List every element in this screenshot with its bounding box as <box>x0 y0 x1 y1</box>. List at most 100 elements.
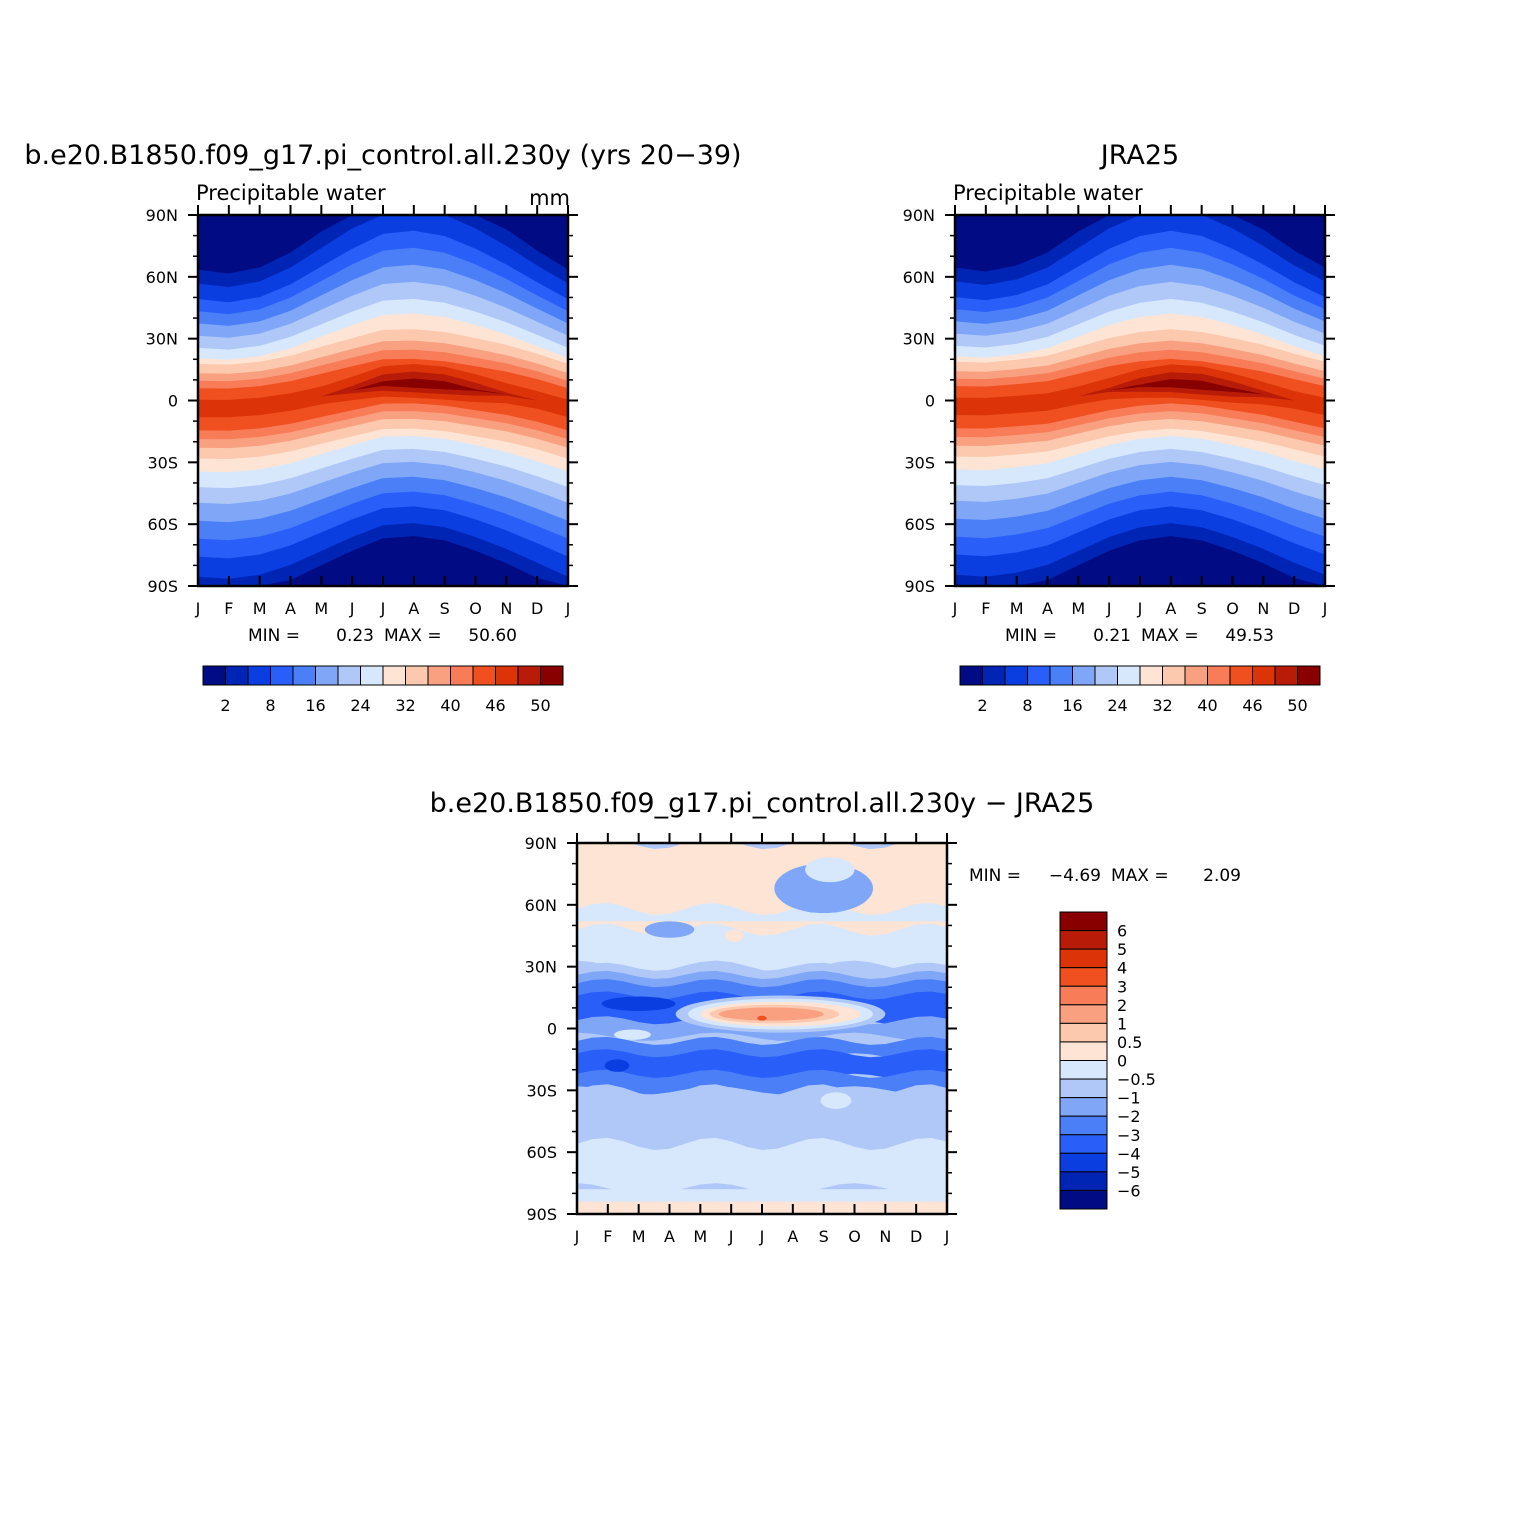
colorbar-label: −6 <box>1117 1181 1141 1200</box>
contour-blob <box>725 929 744 942</box>
contour-band <box>198 378 568 409</box>
contour-band <box>955 372 1325 407</box>
panel1-subtitle: Precipitable water <box>196 181 386 205</box>
y-tick-label: 0 <box>168 392 178 411</box>
x-tick-label: J <box>728 1227 734 1246</box>
panel2-title: JRA25 <box>1099 140 1179 171</box>
y-tick-label: 60N <box>146 268 178 287</box>
contour-blob <box>718 1007 824 1021</box>
x-tick-label: S <box>440 599 450 618</box>
contour-blob <box>757 1015 767 1021</box>
y-tick-label: 30N <box>903 330 935 349</box>
colorbar-box <box>1117 665 1141 686</box>
colorbar-box <box>1059 1171 1108 1191</box>
panel3-max-value: 2.09 <box>1203 866 1241 886</box>
colorbar-label: 4 <box>1117 959 1127 978</box>
colorbar-box <box>247 665 271 686</box>
colorbar-box <box>1059 1004 1108 1024</box>
colorbar-label: 24 <box>1107 696 1127 715</box>
x-tick-label: A <box>787 1227 798 1246</box>
colorbar-label: 2 <box>977 696 987 715</box>
y-tick-label: 60S <box>526 1143 557 1162</box>
colorbar-box <box>1162 665 1186 686</box>
colorbar-box <box>427 665 451 686</box>
y-tick-label: 90N <box>525 834 557 853</box>
y-tick-label: 30S <box>147 453 178 472</box>
colorbar-label: 2 <box>220 696 230 715</box>
x-tick-label: M <box>1071 599 1085 618</box>
x-tick-label: J <box>952 599 958 618</box>
colorbar-box <box>450 665 474 686</box>
y-tick-label: 90N <box>903 206 935 225</box>
contour-band <box>577 1084 947 1154</box>
x-tick-label: J <box>349 599 355 618</box>
colorbar-label: 46 <box>485 696 505 715</box>
contour-blob <box>876 1152 926 1177</box>
panel3-max-label: MAX = <box>1111 866 1169 886</box>
colorbar-box <box>337 665 361 686</box>
colorbar-box <box>1184 665 1208 686</box>
y-tick-label: 90S <box>147 577 178 596</box>
y-tick-label: 90S <box>526 1205 557 1224</box>
contour-band <box>577 1049 947 1082</box>
colorbar-box <box>1059 1078 1108 1099</box>
colorbar-box <box>1274 665 1298 686</box>
colorbar-label: 0 <box>1117 1052 1127 1071</box>
colorbar-box <box>405 665 429 686</box>
y-tick-label: 30S <box>904 453 935 472</box>
colorbar-label: 2 <box>1117 996 1127 1015</box>
y-tick-label: 90S <box>904 577 935 596</box>
colorbar-box <box>1059 1152 1108 1173</box>
colorbar-label: 46 <box>1242 696 1262 715</box>
colorbar-label: 16 <box>1062 696 1082 715</box>
panel1-max-label: MAX = <box>384 626 442 646</box>
x-tick-label: J <box>944 1227 950 1246</box>
panel3-title: b.e20.B1850.f09_g17.pi_control.all.230y … <box>430 788 1095 819</box>
colorbar-box <box>225 665 249 686</box>
panel2-max-label: MAX = <box>1141 626 1199 646</box>
x-tick-label: S <box>819 1227 829 1246</box>
panel2-min-value: 0.21 <box>1093 626 1131 646</box>
x-tick-label: F <box>981 599 990 618</box>
contour-blob <box>644 921 695 938</box>
y-tick-label: 0 <box>547 1020 557 1039</box>
x-tick-label: N <box>879 1227 891 1246</box>
y-tick-label: 60S <box>904 515 935 534</box>
contour-blob <box>805 857 855 883</box>
x-tick-label: D <box>910 1227 922 1246</box>
colorbar-box <box>1049 665 1073 686</box>
panel-difference: b.e20.B1850.f09_g17.pi_control.all.230y … <box>430 788 1241 1246</box>
panel-jra25: JRA25 Precipitable water J F M A M J J A S O N D J90… <box>903 140 1335 715</box>
x-tick-label: O <box>848 1227 861 1246</box>
x-tick-label: M <box>314 599 328 618</box>
colorbar-label: 8 <box>265 696 275 715</box>
colorbar-label: 40 <box>1197 696 1217 715</box>
x-tick-label: F <box>224 599 233 618</box>
colorbar-box <box>517 665 541 686</box>
x-tick-label: O <box>469 599 482 618</box>
x-tick-label: M <box>632 1227 646 1246</box>
x-tick-label: N <box>500 599 512 618</box>
colorbar-label: 50 <box>1287 696 1307 715</box>
contour-band <box>577 1069 947 1095</box>
colorbar-box <box>1059 911 1108 932</box>
colorbar-box <box>1059 948 1108 969</box>
colorbar-box <box>270 665 294 686</box>
colorbar-box <box>1059 967 1108 987</box>
panel1-colorbar: 2 8 16 24 32 40 46 50 <box>202 665 564 715</box>
y-tick-label: 90N <box>146 206 178 225</box>
contour-band <box>577 1137 947 1196</box>
y-tick-label: 30S <box>526 1081 557 1100</box>
colorbar-box <box>1207 665 1231 686</box>
colorbar-box <box>382 665 406 686</box>
x-tick-label: J <box>195 599 201 618</box>
y-tick-label: 30N <box>525 958 557 977</box>
colorbar-label: −1 <box>1117 1089 1141 1108</box>
colorbar-label: 50 <box>530 696 550 715</box>
colorbar-label: 24 <box>350 696 370 715</box>
colorbar-box <box>1059 985 1108 1006</box>
colorbar-box <box>472 665 496 686</box>
